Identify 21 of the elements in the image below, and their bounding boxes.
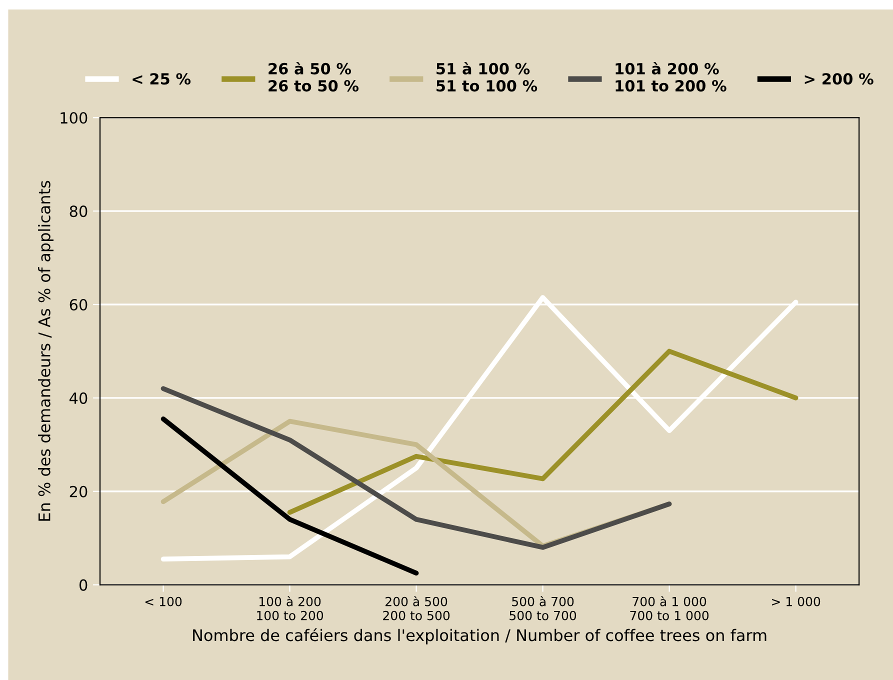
y-axis-title: En % des demandeurs / As % of applicants (38, 180, 54, 521)
legend-label: 51 à 100 % 51 to 100 % (436, 62, 538, 92)
legend-label: < 25 % (132, 73, 191, 85)
line-series (287, 348, 798, 515)
x-tick-label: 100 à 200 100 to 200 (257, 596, 324, 620)
x-tick-label: 500 à 700 500 to 700 (510, 596, 576, 620)
y-tick-label: 0 (79, 579, 88, 591)
legend-label: 26 à 50 % 26 to 50 % (268, 62, 359, 92)
y-tick-label: 100 (60, 112, 88, 124)
line-series (160, 386, 672, 550)
x-tick-label: 200 à 500 200 to 500 (383, 596, 450, 620)
legend-label: 101 à 200 % 101 to 200 % (616, 62, 726, 92)
x-tick-label: 700 à 1 000 700 to 1 000 (630, 596, 709, 620)
y-tick-label: 80 (70, 206, 88, 218)
y-tick-label: 40 (70, 392, 88, 404)
y-tick-label: 20 (70, 486, 88, 498)
x-tick-label: > 1 000 (772, 596, 820, 606)
x-axis-title: Nombre de caféiers dans l'exploitation / Number of coffee trees on farm (193, 628, 766, 644)
legend-label: > 200 % (804, 73, 874, 85)
x-tick-label: < 100 (145, 596, 182, 606)
y-tick-label: 60 (70, 298, 88, 311)
